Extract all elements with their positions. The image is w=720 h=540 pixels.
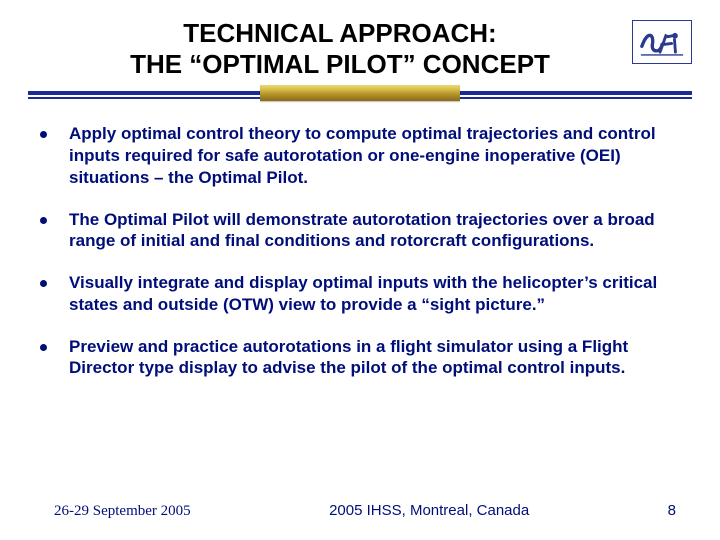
list-item: Visually integrate and display optimal i… bbox=[40, 272, 680, 316]
divider bbox=[28, 91, 692, 101]
bullet-icon bbox=[40, 217, 47, 224]
title-line-1: TECHNICAL APPROACH: bbox=[183, 18, 496, 48]
list-item: Apply optimal control theory to compute … bbox=[40, 123, 680, 188]
list-item: Preview and practice autorotations in a … bbox=[40, 336, 680, 380]
content-area: Apply optimal control theory to compute … bbox=[28, 101, 692, 379]
slide-title: TECHNICAL APPROACH: THE “OPTIMAL PILOT” … bbox=[28, 18, 692, 87]
bullet-icon bbox=[40, 131, 47, 138]
footer: 26-29 September 2005 2005 IHSS, Montreal… bbox=[0, 502, 720, 520]
logo-icon bbox=[632, 20, 692, 64]
slide: TECHNICAL APPROACH: THE “OPTIMAL PILOT” … bbox=[0, 0, 720, 540]
bullet-icon bbox=[40, 344, 47, 351]
list-item: The Optimal Pilot will demonstrate autor… bbox=[40, 209, 680, 253]
bullet-text: Visually integrate and display optimal i… bbox=[69, 272, 680, 316]
gold-bar-icon bbox=[260, 85, 460, 101]
footer-date: 26-29 September 2005 bbox=[54, 503, 191, 520]
title-line-2: THE “OPTIMAL PILOT” CONCEPT bbox=[130, 49, 550, 79]
bullet-icon bbox=[40, 280, 47, 287]
bullet-text: Preview and practice autorotations in a … bbox=[69, 336, 680, 380]
bullet-text: Apply optimal control theory to compute … bbox=[69, 123, 680, 188]
header: TECHNICAL APPROACH: THE “OPTIMAL PILOT” … bbox=[28, 18, 692, 87]
bullet-text: The Optimal Pilot will demonstrate autor… bbox=[69, 209, 680, 253]
footer-venue: 2005 IHSS, Montreal, Canada bbox=[191, 502, 668, 519]
page-number: 8 bbox=[668, 502, 676, 519]
